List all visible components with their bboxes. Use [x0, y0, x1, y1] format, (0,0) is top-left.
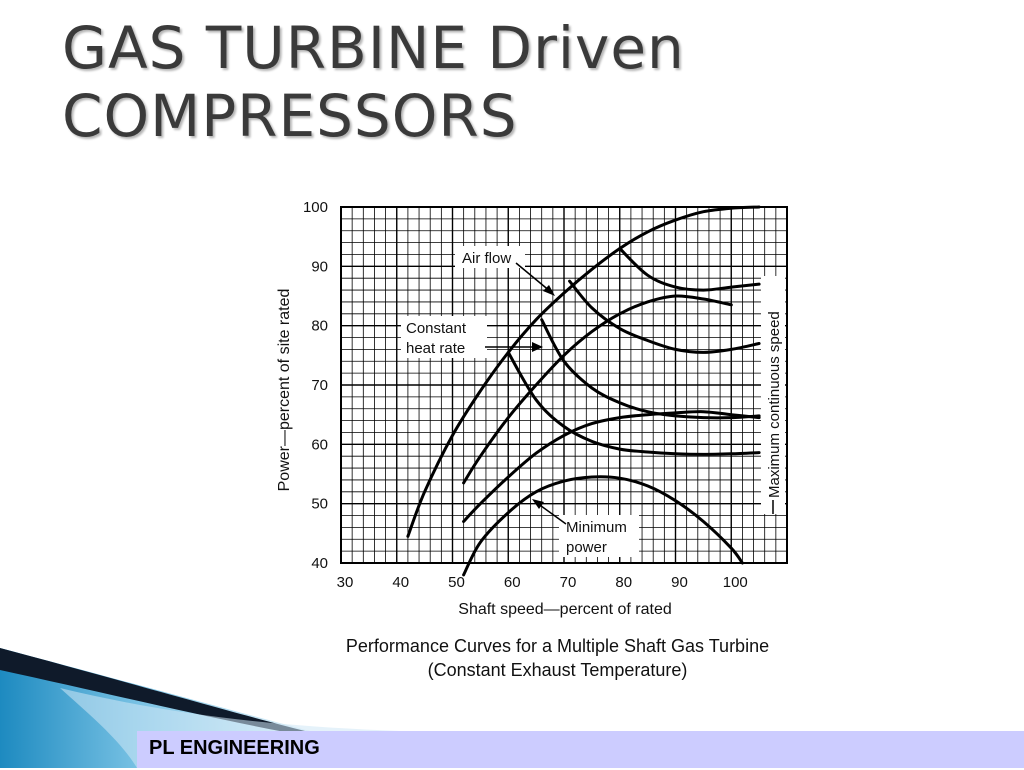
x-tick-label: 60 — [504, 574, 521, 591]
series-air-flow — [406, 205, 761, 538]
series-curve-4 — [618, 247, 761, 292]
max-speed-label-bg — [761, 276, 785, 514]
slide-title: GAS TURBINE Driven COMPRESSORS — [62, 14, 962, 150]
plot-frame — [340, 206, 788, 564]
x-tick-label: 90 — [671, 574, 688, 591]
max-speed-label: Maximum continuous speed — [766, 311, 783, 498]
air-flow-label: Air flow — [462, 250, 511, 267]
x-tick-label: 70 — [560, 574, 577, 591]
x-tick-label: 80 — [615, 574, 632, 591]
min-power-label-bg — [559, 515, 639, 557]
chart-caption-title: Performance Curves for a Multiple Shaft … — [345, 636, 770, 656]
series-curve-5 — [568, 279, 761, 354]
y-tick-label: 40 — [311, 555, 328, 572]
y-tick-label: 70 — [311, 377, 328, 394]
x-tick-label: 30 — [337, 574, 354, 591]
performance-curves — [406, 205, 761, 577]
series-curve-2 — [462, 410, 761, 523]
x-tick-label: 50 — [448, 574, 465, 591]
y-tick-label: 50 — [311, 496, 328, 513]
min-power-arrowhead — [532, 499, 544, 509]
y-tick-label: 90 — [311, 258, 328, 275]
series-curve-1 — [462, 294, 733, 485]
title-line-2: COMPRESSORS — [62, 82, 518, 150]
air-flow-arrowhead — [543, 285, 555, 296]
footer-bar: PL ENGINEERING — [137, 731, 1024, 768]
heat-rate-label-bg — [401, 316, 487, 358]
series-curve-7 — [506, 350, 761, 456]
series-curve-3 — [462, 475, 744, 577]
footer-label: PL ENGINEERING — [149, 737, 320, 759]
min-power-label-1: Minimum — [566, 519, 627, 536]
min-power-label-2: power — [566, 539, 607, 556]
series-curve-6 — [540, 318, 761, 420]
title-line-1: GAS TURBINE Driven — [62, 14, 685, 82]
air-flow-label-bg — [455, 246, 525, 268]
chart-grid — [340, 206, 788, 564]
y-tick-label: 80 — [311, 318, 328, 335]
chart-caption-subtitle: (Constant Exhaust Temperature) — [427, 660, 688, 680]
tick-labels: 30 40 50 60 70 80 90 100 40 50 60 70 80 90 100 — [303, 199, 748, 591]
heat-rate-arrowhead — [532, 342, 543, 352]
y-tick-label: 100 — [303, 199, 328, 216]
y-tick-label: 60 — [311, 436, 328, 453]
heat-rate-label-2: heat rate — [406, 340, 465, 357]
x-tick-label: 40 — [392, 574, 409, 591]
min-power-pointer — [536, 502, 567, 525]
y-axis-label: Power—percent of site rated — [276, 289, 293, 492]
air-flow-pointer — [515, 262, 552, 293]
x-axis-label: Shaft speed—percent of rated — [458, 601, 671, 618]
heat-rate-label-1: Constant — [406, 320, 467, 337]
x-tick-label: 100 — [723, 574, 748, 591]
